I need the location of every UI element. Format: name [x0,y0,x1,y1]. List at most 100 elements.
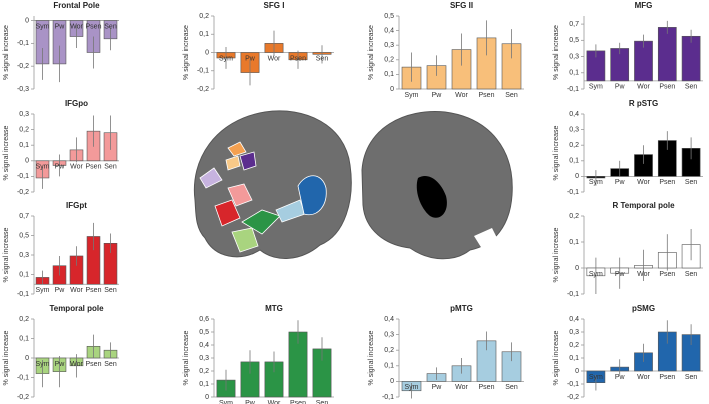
y-tick-label: 0,3 [19,252,29,259]
y-axis-label: % signal increase [368,25,375,80]
y-axis-label: % signal increase [183,330,190,385]
y-tick-label: 0 [25,158,29,165]
panel: pMTG % signal increase 0,4 0,3 0,2 0,1 0 -0,1 Sy… [368,304,524,401]
y-axis-label: % signal increase [3,25,10,80]
y-tick-label: -0,1 [197,68,209,75]
y-tick-label: -0,1 [567,189,579,196]
x-tick-label: Wor [455,384,468,391]
x-tick-label: Sym [219,400,233,404]
y-tick-label: 0,5 [384,13,394,20]
y-tick-label: 0,5 [199,329,209,336]
panel-title: R Temporal pole [612,201,675,210]
y-tick-label: 0,7 [19,213,29,220]
y-tick-label: -0,1 [17,291,29,298]
y-tick-label: 0,1 [569,70,579,77]
y-tick-label: 0 [390,378,394,385]
y-tick-label: 0,6 [199,316,209,323]
y-tick-label: 0,4 [384,316,394,323]
y-tick-label: 0 [575,173,579,180]
x-tick-label: Sen [104,287,117,294]
x-tick-label: Sym [36,361,50,368]
x-tick-label: Pw [245,55,256,62]
y-tick-label: -0,2 [17,189,29,196]
x-tick-label: Sym [589,374,603,381]
panel-title: SFG II [450,1,473,10]
y-tick-label: 0,1 [569,239,579,246]
y-tick-label: 0,1 [384,363,394,370]
panel: MFG % signal increase 0,7 0,5 0,3 0,1 -0,1 Sym P… [553,1,703,93]
y-tick-label: -0,1 [567,381,579,388]
y-tick-label: 0,4 [199,342,209,349]
y-axis-label: % signal increase [3,227,10,282]
y-tick-label: -0,1 [567,86,579,93]
x-tick-label: Sen [104,164,117,171]
y-tick-label: -0,2 [197,86,209,93]
x-tick-label: Pw [432,384,443,391]
x-tick-label: Psen [479,92,495,99]
x-tick-label: Sym [36,287,50,294]
bar [681,35,701,82]
y-tick-label: 0 [205,394,209,401]
y-axis-label: % signal increase [368,330,375,385]
y-tick-label: 0,1 [19,271,29,278]
x-tick-label: Sym [405,384,419,391]
x-tick-label: Sen [104,361,117,368]
panel: IFGpo % signal increase 0,3 0,2 0,1 0 -0,1 -0,2… [3,99,119,196]
region-ifgpt [214,199,241,227]
x-tick-label: Wor [637,374,650,381]
panel: R pSTG % signal increase 0,4 0,3 0,2 0,1 0 -0,1… [553,99,703,196]
y-tick-label: 0,5 [19,232,29,239]
y-tick-label: 0,2 [19,316,29,323]
x-tick-label: Pw [432,92,443,99]
y-tick-label: 0,4 [384,27,394,34]
y-tick-label: -0,1 [17,374,29,381]
y-tick-label: -0,1 [17,40,29,47]
panel-title: pMTG [450,304,473,313]
x-tick-label: Wor [268,55,281,62]
x-tick-label: Sen [505,384,518,391]
y-tick-label: 0,1 [384,71,394,78]
y-tick-label: 0,2 [384,347,394,354]
panel-title: SFG I [264,1,285,10]
y-tick-label: 0,5 [569,37,579,44]
region-r-pstg [416,176,447,218]
panel: MTG % signal increase 0,6 0,5 0,4 0,3 0,2 0,1 0 S… [183,304,334,404]
y-tick-label: 0,4 [569,316,579,323]
x-tick-label: Wor [70,287,83,294]
y-axis-label: % signal increase [3,125,10,180]
y-tick-label: 0,2 [199,13,209,20]
panel-title: IFGpt [66,201,87,210]
x-tick-label: Sym [36,23,50,30]
y-tick-label: -0,1 [382,394,394,401]
brain-illustrations [193,110,513,260]
panel: SFG II % signal increase 0 0,1 0,2 0,3 0,4 0,5 S… [368,1,524,99]
y-tick-label: 0,2 [384,57,394,64]
x-tick-label: Sen [316,55,329,62]
panel: SFG I % signal increase 0,2 0,1 0 -0,1 -0,2 Sym… [183,1,334,93]
panel-title: MFG [635,1,653,10]
y-tick-label: 0,2 [199,368,209,375]
x-tick-label: Psen [290,55,306,62]
panel-title: Temporal pole [49,304,104,313]
bar [657,27,677,82]
y-tick-label: 0,3 [569,126,579,133]
y-axis-label: % signal increase [553,125,560,180]
y-tick-label: 0,1 [19,335,29,342]
x-tick-label: Sen [505,92,518,99]
panel-title: IFGpo [65,99,88,108]
x-tick-label: Psen [659,271,675,278]
y-tick-label: 0,1 [569,158,579,165]
region-frontal-pole [199,167,223,189]
y-tick-label: 0 [575,265,579,272]
region-ifgpo [227,183,253,207]
x-tick-label: Wor [70,164,83,171]
x-tick-label: Psen [86,164,102,171]
x-tick-label: Psen [86,23,102,30]
x-tick-label: Pw [55,164,66,171]
panel-title: MTG [265,304,283,313]
x-tick-label: Psen [290,400,306,404]
x-tick-label: Sym [219,55,233,62]
y-tick-label: -0,2 [17,394,29,401]
y-tick-label: 0,7 [569,21,579,28]
